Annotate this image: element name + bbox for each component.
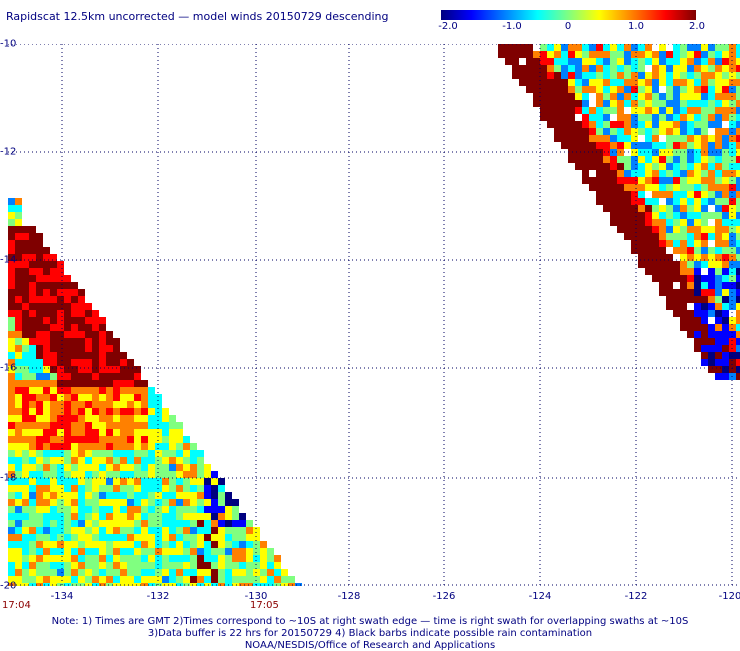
lat-label: -12 [0, 146, 17, 158]
lat-label: -20 [0, 580, 17, 592]
wind-difference-map [8, 44, 740, 586]
note-line-1: Note: 1) Times are GMT 2)Times correspon… [51, 616, 689, 627]
colorbar-label-max: 2.0 [689, 21, 705, 32]
lat-label: -10 [0, 38, 17, 50]
note-line-2: 3)Data buffer is 22 hrs for 20150729 4) … [147, 628, 593, 639]
map-title: Rapidscat 12.5km uncorrected — model win… [6, 10, 389, 23]
lon-label: -128 [337, 591, 361, 602]
color-scale-bar [441, 10, 696, 20]
lat-label: -14 [0, 254, 17, 266]
lon-label: -126 [432, 591, 456, 602]
lon-label: -134 [50, 591, 74, 602]
colorbar-label-pos1: 1.0 [628, 21, 644, 32]
colorbar-label-neg1: -1.0 [502, 21, 522, 32]
lon-label: -124 [528, 591, 552, 602]
colorbar-label-min: -2.0 [438, 21, 458, 32]
note-line-3: NOAA/NESDIS/Office of Research and Appli… [244, 640, 496, 651]
lon-label: -132 [146, 591, 170, 602]
time-label-end: 17:05 [250, 600, 279, 611]
lon-label: -122 [624, 591, 648, 602]
lat-label: -18 [0, 472, 17, 484]
map-canvas [8, 44, 740, 586]
lat-label: -16 [0, 362, 17, 374]
time-label-start: 17:04 [2, 600, 31, 611]
lon-label: -130 [244, 591, 268, 602]
lon-label: -120 [718, 591, 740, 602]
colorbar-label-zero: 0 [564, 21, 572, 32]
